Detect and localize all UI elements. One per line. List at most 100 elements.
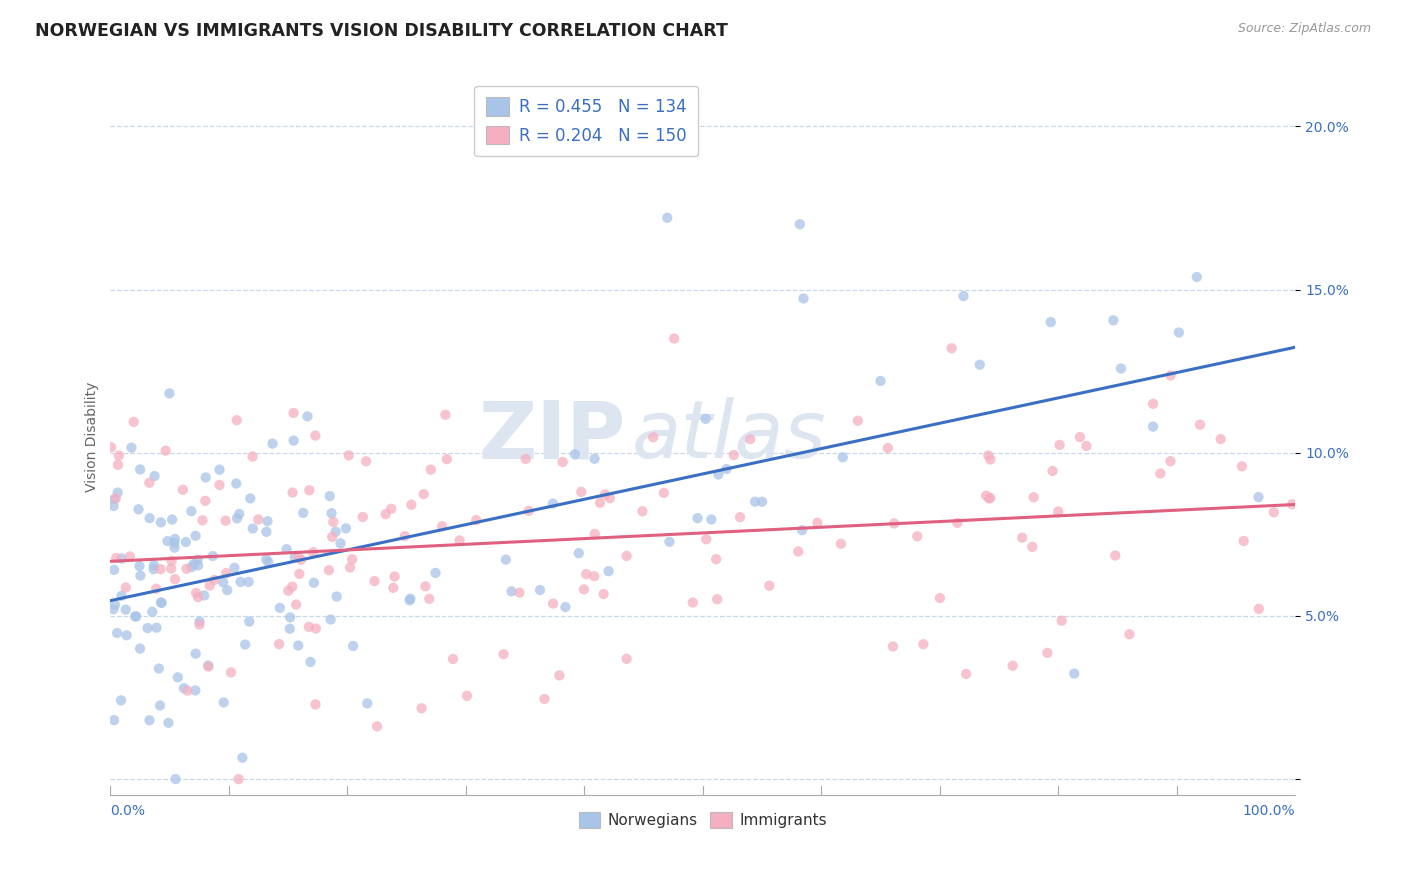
Point bbox=[495, 552, 517, 566]
Point bbox=[789, 217, 811, 231]
Point bbox=[174, 535, 197, 549]
Point bbox=[340, 552, 363, 566]
Point bbox=[787, 544, 810, 558]
Point bbox=[163, 572, 186, 586]
Point bbox=[394, 529, 416, 543]
Point bbox=[631, 504, 654, 518]
Point bbox=[441, 652, 464, 666]
Point bbox=[325, 590, 347, 604]
Point bbox=[110, 589, 132, 603]
Point bbox=[869, 374, 891, 388]
Point bbox=[254, 524, 277, 539]
Point bbox=[616, 652, 638, 666]
Point bbox=[1118, 627, 1140, 641]
Point bbox=[380, 501, 402, 516]
Point bbox=[115, 628, 138, 642]
Point bbox=[228, 507, 250, 521]
Point bbox=[569, 484, 592, 499]
Point bbox=[305, 622, 328, 636]
Point bbox=[191, 513, 214, 527]
Point bbox=[160, 554, 183, 568]
Point bbox=[292, 506, 315, 520]
Point bbox=[149, 595, 172, 609]
Point bbox=[276, 542, 298, 557]
Point bbox=[979, 452, 1001, 467]
Point bbox=[883, 516, 905, 531]
Point bbox=[254, 552, 277, 566]
Point bbox=[790, 523, 813, 537]
Point bbox=[418, 591, 440, 606]
Point bbox=[277, 583, 299, 598]
Point bbox=[110, 551, 132, 566]
Point bbox=[1047, 504, 1070, 518]
Point bbox=[283, 406, 305, 420]
Point bbox=[290, 553, 312, 567]
Point bbox=[120, 441, 142, 455]
Point bbox=[1230, 459, 1253, 474]
Point bbox=[589, 496, 612, 510]
Point bbox=[695, 533, 717, 547]
Point bbox=[212, 575, 235, 590]
Point bbox=[575, 567, 598, 582]
Legend: Norwegians, Immigrants: Norwegians, Immigrants bbox=[572, 805, 832, 834]
Point bbox=[269, 637, 291, 651]
Point bbox=[652, 486, 675, 500]
Point bbox=[160, 561, 183, 575]
Point bbox=[1001, 658, 1024, 673]
Point bbox=[103, 491, 125, 506]
Point bbox=[583, 451, 606, 466]
Point bbox=[163, 536, 186, 550]
Point bbox=[415, 579, 437, 593]
Point bbox=[302, 575, 325, 590]
Text: atlas: atlas bbox=[631, 398, 827, 475]
Point bbox=[107, 458, 129, 472]
Point bbox=[141, 605, 163, 619]
Point bbox=[1022, 490, 1045, 504]
Point bbox=[695, 412, 717, 426]
Point bbox=[592, 587, 614, 601]
Point bbox=[830, 537, 852, 551]
Point bbox=[103, 563, 125, 577]
Point bbox=[517, 504, 540, 518]
Point bbox=[187, 590, 209, 604]
Point bbox=[1042, 464, 1064, 478]
Point bbox=[419, 462, 441, 476]
Point bbox=[304, 428, 326, 442]
Text: 100.0%: 100.0% bbox=[1243, 804, 1295, 818]
Point bbox=[129, 568, 152, 582]
Point bbox=[201, 549, 224, 563]
Point bbox=[792, 292, 814, 306]
Point bbox=[533, 692, 555, 706]
Point bbox=[163, 532, 186, 546]
Point bbox=[339, 560, 361, 574]
Point bbox=[430, 519, 453, 533]
Point bbox=[946, 516, 969, 530]
Point bbox=[215, 514, 238, 528]
Point bbox=[382, 581, 405, 595]
Point bbox=[142, 562, 165, 576]
Point bbox=[208, 478, 231, 492]
Point bbox=[269, 601, 291, 615]
Point bbox=[1104, 549, 1126, 563]
Point bbox=[366, 719, 388, 733]
Point bbox=[105, 551, 128, 566]
Point bbox=[103, 499, 125, 513]
Point bbox=[103, 713, 125, 727]
Point bbox=[233, 638, 256, 652]
Point bbox=[322, 515, 344, 529]
Point bbox=[138, 714, 160, 728]
Point bbox=[425, 566, 447, 580]
Point bbox=[302, 545, 325, 559]
Point bbox=[501, 584, 523, 599]
Point bbox=[298, 483, 321, 498]
Point bbox=[157, 386, 180, 401]
Point bbox=[118, 549, 141, 564]
Point bbox=[744, 494, 766, 508]
Point bbox=[356, 697, 378, 711]
Point bbox=[335, 521, 357, 535]
Point bbox=[149, 562, 172, 576]
Point bbox=[598, 564, 620, 578]
Point bbox=[173, 681, 195, 695]
Point bbox=[156, 534, 179, 549]
Point bbox=[229, 574, 252, 589]
